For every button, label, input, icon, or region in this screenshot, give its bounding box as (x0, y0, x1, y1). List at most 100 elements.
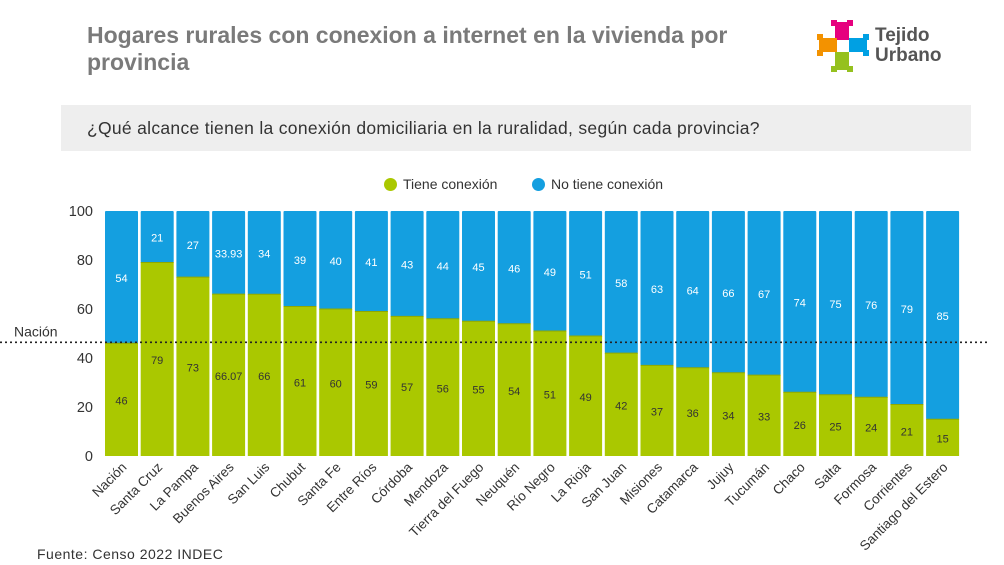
y-tick-label: 60 (77, 302, 93, 318)
value-label-no-tiene: 76 (865, 300, 877, 312)
y-tick-label: 100 (69, 204, 93, 220)
bar-no-tiene (426, 211, 460, 319)
bar-tiene (819, 394, 852, 456)
value-label-no-tiene: 33.93 (215, 249, 243, 261)
value-label-no-tiene: 67 (758, 289, 770, 301)
value-label-no-tiene: 58 (615, 278, 627, 290)
bar-tiene (354, 311, 388, 456)
bar-no-tiene (283, 211, 317, 307)
value-label-tiene: 24 (865, 423, 877, 435)
value-label-tiene: 26 (794, 420, 806, 432)
value-label-tiene: 37 (651, 407, 663, 419)
bar-tiene (212, 294, 246, 456)
legend-item-no-tiene: No tiene conexión (532, 176, 663, 192)
bar-no-tiene (604, 211, 638, 354)
logo-mark-icon (817, 20, 869, 72)
value-label-no-tiene: 63 (651, 284, 663, 296)
value-label-tiene: 46 (115, 396, 127, 408)
y-tick-label: 20 (77, 400, 93, 416)
bar-tiene (247, 294, 281, 456)
value-label-tiene: 15 (936, 434, 948, 446)
bar-tiene (497, 323, 531, 456)
bar-no-tiene (533, 211, 567, 332)
legend-label-tiene: Tiene conexión (403, 176, 498, 192)
value-label-tiene: 36 (687, 408, 699, 420)
bar-no-tiene (497, 211, 531, 324)
y-tick-label: 80 (77, 253, 93, 269)
bar-tiene (105, 343, 138, 456)
legend-item-tiene: Tiene conexión (384, 176, 497, 192)
bar-no-tiene (926, 211, 960, 420)
bar-no-tiene (819, 211, 852, 395)
value-label-no-tiene: 41 (365, 257, 377, 269)
value-label-no-tiene: 21 (151, 233, 163, 245)
value-label-no-tiene: 27 (187, 240, 199, 252)
bar-tiene (140, 262, 174, 456)
bar-no-tiene (319, 211, 353, 309)
logo-text-line2: Urbano (875, 45, 942, 66)
value-label-tiene: 66.07 (215, 371, 243, 383)
value-label-no-tiene: 40 (330, 256, 342, 268)
value-label-tiene: 59 (365, 380, 377, 392)
value-label-tiene: 25 (829, 421, 841, 433)
bar-no-tiene (854, 211, 888, 398)
value-label-no-tiene: 74 (794, 298, 806, 310)
category-label: Chaco (770, 460, 808, 498)
value-label-no-tiene: 34 (258, 249, 270, 261)
value-label-tiene: 21 (901, 426, 913, 438)
bar-no-tiene (354, 211, 388, 312)
value-label-no-tiene: 39 (294, 255, 306, 267)
bar-no-tiene (711, 211, 745, 373)
value-label-tiene: 49 (579, 392, 591, 404)
bar-no-tiene (890, 211, 924, 405)
bar-no-tiene (462, 211, 495, 322)
tejido-urbano-logo: Tejido Urbano (817, 20, 967, 76)
bar-tiene (569, 335, 603, 456)
bar-tiene (533, 331, 567, 456)
bar-tiene (283, 306, 317, 456)
value-label-tiene: 79 (151, 355, 163, 367)
value-label-no-tiene: 51 (579, 269, 591, 281)
bar-tiene (854, 397, 888, 456)
legend-dot-blue-icon (532, 178, 545, 191)
value-label-tiene: 57 (401, 382, 413, 394)
value-label-no-tiene: 46 (508, 263, 520, 275)
source-note: Fuente: Censo 2022 INDEC (37, 546, 224, 562)
bar-no-tiene (140, 211, 174, 263)
value-label-no-tiene: 64 (687, 285, 699, 297)
value-label-tiene: 61 (294, 377, 306, 389)
bar-no-tiene (676, 211, 710, 368)
y-tick-label: 0 (85, 449, 93, 465)
bar-no-tiene (390, 211, 424, 317)
bar-tiene (711, 372, 745, 456)
bar-no-tiene (747, 211, 781, 376)
value-label-tiene: 73 (187, 363, 199, 375)
value-label-tiene: 56 (437, 383, 449, 395)
value-label-no-tiene: 54 (115, 273, 127, 285)
chart-title: Hogares rurales con conexion a internet … (87, 22, 728, 75)
value-label-tiene: 51 (544, 390, 556, 402)
value-label-no-tiene: 66 (722, 288, 734, 300)
bar-no-tiene (176, 211, 210, 278)
value-label-no-tiene: 75 (829, 299, 841, 311)
value-label-no-tiene: 45 (472, 262, 484, 274)
bar-tiene (747, 375, 781, 456)
bar-no-tiene (105, 211, 138, 344)
value-label-tiene: 42 (615, 401, 627, 413)
question-box: ¿Qué alcance tienen la conexión domicili… (61, 105, 971, 151)
question-text: ¿Qué alcance tienen la conexión domicili… (87, 118, 760, 138)
bar-tiene (462, 321, 495, 456)
bar-tiene (926, 419, 960, 456)
bar-tiene (640, 365, 674, 456)
bar-tiene (676, 367, 710, 456)
category-label: Salta (811, 459, 844, 492)
bar-no-tiene (783, 211, 817, 393)
bar-no-tiene (569, 211, 603, 336)
value-label-tiene: 54 (508, 386, 520, 398)
bar-no-tiene (212, 211, 246, 295)
value-label-no-tiene: 43 (401, 260, 413, 272)
value-label-tiene: 55 (472, 385, 484, 397)
value-label-no-tiene: 85 (936, 311, 948, 323)
category-label: Jujuy (704, 459, 737, 492)
